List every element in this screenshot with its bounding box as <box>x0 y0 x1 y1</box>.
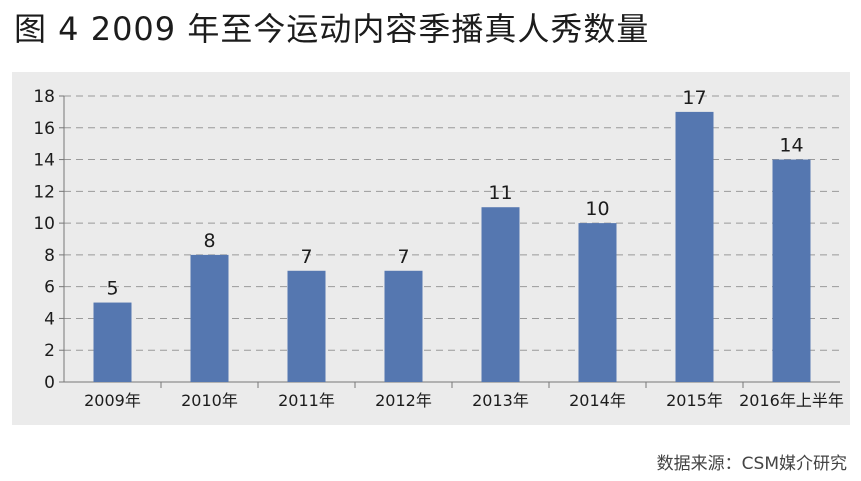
bar-chart: 0 2 4 6 8 10 12 14 16 18 5 2009年 8 2010年 7 2011年 7 2012年 1… <box>33 87 844 410</box>
bar <box>675 111 714 382</box>
y-tick-label: 0 <box>44 373 55 393</box>
x-category-label: 2011年 <box>278 391 335 410</box>
y-tick-label: 14 <box>33 151 55 171</box>
y-tick-label: 16 <box>33 119 55 139</box>
figure-title: 图 4 2009 年至今运动内容季播真人秀数量 <box>14 10 650 48</box>
y-tick-label: 4 <box>44 309 55 329</box>
bar-data-label: 10 <box>585 198 609 220</box>
x-category-label: 2015年 <box>666 391 723 410</box>
x-category-label: 2016年上半年 <box>739 391 844 410</box>
y-tick-label: 8 <box>44 246 55 266</box>
x-category-label: 2013年 <box>472 391 529 410</box>
bar <box>287 270 326 382</box>
y-tick-label: 2 <box>44 341 55 361</box>
x-category-label: 2014年 <box>569 391 626 410</box>
bar-data-label: 7 <box>300 246 312 268</box>
bar <box>481 207 520 382</box>
x-category-label: 2010年 <box>181 391 238 410</box>
bar <box>93 302 132 382</box>
chart-panel: 0 2 4 6 8 10 12 14 16 18 5 2009年 8 2010年 7 2011年 7 2012年 1… <box>12 72 850 425</box>
bar-data-label: 7 <box>397 246 409 268</box>
y-tick-label: 10 <box>33 214 55 234</box>
x-category-label: 2009年 <box>84 391 141 410</box>
bar <box>772 159 811 382</box>
bar <box>190 254 229 382</box>
bar <box>578 223 617 382</box>
bar <box>384 270 423 382</box>
bar-data-label: 17 <box>682 87 706 109</box>
y-tick-label: 12 <box>33 182 55 202</box>
y-tick-label: 18 <box>33 87 55 107</box>
source-note: 数据来源：CSM媒介研究 <box>656 454 847 474</box>
x-category-label: 2012年 <box>375 391 432 410</box>
bar-data-label: 11 <box>488 182 512 204</box>
bar-data-label: 5 <box>106 278 118 300</box>
bar-data-label: 8 <box>203 230 215 252</box>
bar-data-label: 14 <box>779 135 803 157</box>
y-tick-label: 6 <box>44 278 55 298</box>
